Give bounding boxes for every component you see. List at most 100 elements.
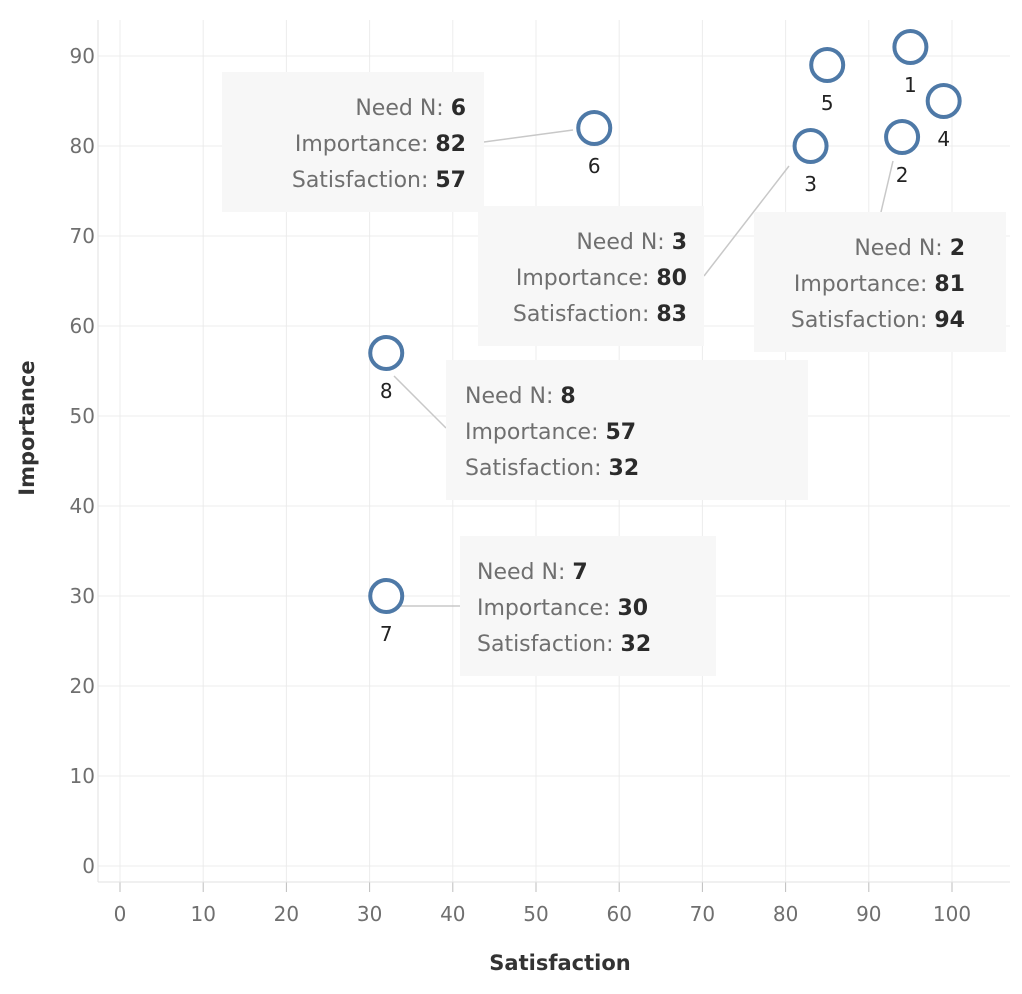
annotation-line: Need N: 2: [854, 236, 965, 261]
annotation-line: Satisfaction: 57: [292, 168, 466, 193]
annotation-value: 8: [560, 384, 575, 409]
data-point: [576, 110, 613, 146]
annotation-box: Need N: 7 Importance: 30 Satisfaction: 32: [460, 536, 716, 676]
annotation-line: Satisfaction: 94: [791, 308, 965, 333]
x-tick-label: 0: [114, 902, 127, 926]
annotation-line: Need N: 3: [576, 230, 687, 255]
data-point: [368, 335, 405, 371]
point-label: 8: [380, 379, 393, 403]
axes: 0 10 20 30 40 50 60 70 80 90 0 10 20 30 40 50 60 70 80 90 10…: [70, 20, 1010, 926]
y-tick-label: 10: [70, 764, 95, 788]
x-tick-label: 90: [856, 902, 881, 926]
x-axis-title: Satisfaction: [489, 951, 630, 975]
annotation-leaders: [393, 129, 894, 607]
x-tick-label: 10: [190, 902, 215, 926]
x-tick-label: 80: [773, 902, 798, 926]
annotation-value: 2: [950, 236, 965, 261]
x-tick-label: 60: [606, 902, 631, 926]
annotation-value: 81: [934, 272, 965, 297]
annotation-key: Need N:: [576, 230, 671, 255]
annotation-value: 32: [609, 456, 640, 481]
annotation-line: Satisfaction: 83: [513, 302, 687, 327]
annotation-key: Satisfaction:: [513, 302, 657, 327]
annotation-leader-line: [483, 129, 574, 143]
y-tick-label: 60: [70, 314, 95, 338]
x-tick-label: 20: [274, 902, 299, 926]
annotation-background: [446, 360, 808, 500]
annotation-box: Need N: 8 Importance: 57 Satisfaction: 32: [446, 360, 808, 500]
point-label: 2: [896, 163, 909, 187]
annotation-leader-line: [703, 165, 790, 277]
annotation-value: 57: [435, 168, 466, 193]
annotation-line: Importance: 30: [477, 596, 648, 621]
y-tick-label: 80: [70, 134, 95, 158]
annotation-key: Importance:: [477, 596, 617, 621]
annotation-value: 94: [934, 308, 965, 333]
annotation-box: Need N: 6 Importance: 82 Satisfaction: 57: [222, 72, 484, 212]
annotation-line: Importance: 80: [516, 266, 687, 291]
annotation-background: [478, 206, 704, 346]
point-label: 3: [804, 172, 817, 196]
annotation-box: Need N: 2 Importance: 81 Satisfaction: 94: [754, 212, 1006, 352]
annotation-key: Importance:: [465, 420, 605, 445]
y-tick-label: 50: [70, 404, 95, 428]
point-label: 1: [904, 73, 917, 97]
annotation-key: Need N:: [465, 384, 560, 409]
annotation-line: Importance: 82: [295, 132, 466, 157]
annotation-leader-line: [880, 160, 894, 213]
annotation-key: Importance:: [295, 132, 435, 157]
point-label: 6: [588, 154, 601, 178]
data-point: [792, 128, 829, 164]
annotation-line: Need N: 6: [355, 96, 466, 121]
annotation-key: Need N:: [355, 96, 450, 121]
annotation-key: Need N:: [854, 236, 949, 261]
annotation-line: Need N: 7: [477, 560, 588, 585]
annotation-background: [460, 536, 716, 676]
annotation-key: Satisfaction:: [292, 168, 436, 193]
x-tick-label: 40: [440, 902, 465, 926]
annotation-value: 80: [656, 266, 687, 291]
annotation-line: Satisfaction: 32: [465, 456, 639, 481]
annotation-box: Need N: 3 Importance: 80 Satisfaction: 83: [478, 206, 704, 346]
point-label: 4: [937, 127, 950, 151]
y-tick-label: 0: [82, 854, 95, 878]
annotation-background: [754, 212, 1006, 352]
x-tick-label: 30: [357, 902, 382, 926]
annotation-value: 82: [435, 132, 466, 157]
annotation-line: Importance: 57: [465, 420, 636, 445]
annotation-value: 32: [621, 632, 652, 657]
annotation-value: 83: [656, 302, 687, 327]
annotation-value: 7: [572, 560, 587, 585]
annotation-line: Need N: 8: [465, 384, 576, 409]
data-points: 1 2 3 4 5 6 7 8: [368, 29, 962, 646]
data-point: [892, 29, 929, 65]
y-tick-label: 70: [70, 224, 95, 248]
data-point: [368, 578, 405, 614]
point-label: 5: [821, 91, 834, 115]
data-point: [925, 83, 962, 119]
annotation-value: 6: [451, 96, 466, 121]
data-point: [884, 119, 921, 155]
x-tick-label: 100: [933, 902, 971, 926]
annotation-key: Satisfaction:: [477, 632, 621, 657]
annotation-key: Satisfaction:: [465, 456, 609, 481]
y-tick-label: 20: [70, 674, 95, 698]
annotation-key: Need N:: [477, 560, 572, 585]
annotation-key: Satisfaction:: [791, 308, 935, 333]
y-axis-title: Importance: [15, 360, 39, 495]
y-tick-label: 40: [70, 494, 95, 518]
point-label: 7: [380, 622, 393, 646]
annotation-value: 57: [605, 420, 636, 445]
x-tick-label: 70: [690, 902, 715, 926]
annotation-value: 3: [672, 230, 687, 255]
data-point: [809, 47, 846, 83]
y-tick-label: 90: [70, 44, 95, 68]
y-tick-label: 30: [70, 584, 95, 608]
annotation-value: 30: [617, 596, 648, 621]
annotation-background: [222, 72, 484, 212]
annotation-leader-line: [393, 375, 447, 429]
annotation-line: Satisfaction: 32: [477, 632, 651, 657]
annotation-key: Importance:: [516, 266, 656, 291]
